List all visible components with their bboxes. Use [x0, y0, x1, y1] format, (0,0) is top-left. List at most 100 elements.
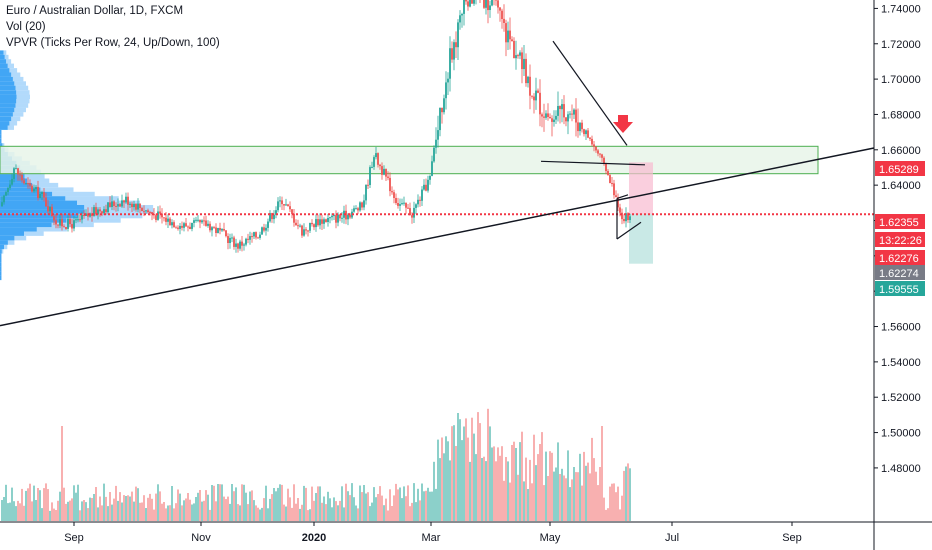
volume-bar	[253, 500, 255, 521]
candle-body	[115, 206, 117, 207]
candle-body	[107, 202, 109, 213]
price-label: 1.62274	[879, 268, 919, 280]
volume-bar	[555, 467, 557, 521]
candle-body	[589, 137, 591, 139]
volume-bar	[107, 506, 109, 521]
candle-body	[401, 203, 403, 205]
vpvr-bar	[0, 94, 17, 99]
volume-bar	[115, 485, 117, 521]
volume-bar	[595, 471, 597, 521]
indicator-vpvr[interactable]: VPVR (Ticks Per Row, 24, Up/Down, 100)	[6, 37, 220, 49]
vpvr-bar	[0, 63, 8, 68]
candle-body	[137, 203, 139, 210]
volume-bar	[193, 503, 195, 521]
vpvr-bar	[24, 231, 44, 236]
volume-bar	[353, 497, 355, 521]
candle-body	[69, 218, 71, 225]
price-label: 1.65289	[879, 164, 919, 176]
indicator-volume[interactable]: Vol (20)	[6, 21, 46, 33]
candle-body	[217, 228, 219, 233]
vpvr-bar	[0, 271, 2, 276]
vpvr-bar	[36, 227, 67, 232]
candle-body	[451, 48, 453, 60]
candle-body	[565, 117, 567, 122]
volume-bar	[73, 485, 75, 521]
volume-bar	[15, 506, 17, 521]
price-label: 1.62355	[879, 217, 919, 229]
vpvr-bar	[1, 271, 2, 276]
volume-bar	[333, 497, 335, 521]
volume-bar	[433, 461, 435, 521]
candle-body	[619, 207, 621, 213]
volume-bar	[527, 489, 529, 521]
vpvr-bar	[16, 90, 30, 95]
candle-body	[211, 227, 213, 231]
candle-body	[157, 211, 159, 220]
volume-bar	[379, 486, 381, 521]
volume-bar	[189, 499, 191, 521]
candle-body	[49, 206, 51, 212]
volume-bar	[131, 491, 133, 521]
candle-body	[29, 183, 31, 186]
candle-body	[435, 139, 437, 148]
candle-body	[349, 214, 351, 218]
candle-body	[365, 184, 367, 201]
candle-body	[125, 196, 127, 203]
volume-bar	[517, 474, 519, 521]
volume-bar	[605, 509, 607, 521]
volume-bar	[269, 498, 271, 521]
volume-bar	[493, 446, 495, 521]
vpvr-bar	[14, 236, 27, 241]
candle-body	[79, 219, 81, 221]
volume-bar	[201, 501, 203, 521]
volume-bar	[371, 502, 373, 521]
volume-bar	[283, 504, 285, 521]
price-label: 1.62276	[879, 253, 919, 265]
time-axis[interactable]: Sep Nov 2020 Mar May Jul Sep	[0, 521, 932, 544]
candle-body	[73, 220, 75, 229]
vpvr-bar	[12, 112, 24, 117]
volume-bar	[173, 508, 175, 521]
volume-bar	[123, 495, 125, 521]
chart-title: Euro / Australian Dollar, 1D, FXCM	[6, 5, 184, 17]
candle-body	[223, 229, 225, 231]
vpvr-bar	[0, 129, 2, 135]
volume-bar	[417, 488, 419, 521]
volume-bar	[327, 491, 329, 521]
candle-body	[287, 204, 289, 207]
volume-bar	[389, 489, 391, 521]
volume-bar	[263, 498, 265, 521]
price-label: 1.59555	[879, 284, 919, 296]
volume-bar	[573, 467, 575, 521]
volume-bar	[11, 487, 13, 521]
volume-bar	[271, 494, 273, 521]
volume-bar	[411, 502, 413, 521]
volume-bar	[261, 507, 263, 521]
candle-body	[95, 207, 97, 215]
volume-bar	[319, 486, 321, 521]
volume-bar	[577, 472, 579, 521]
volume-bar	[557, 442, 559, 521]
candle-body	[471, 0, 473, 4]
candle-body	[21, 174, 23, 181]
volume-bar	[413, 483, 415, 521]
candle-body	[233, 237, 235, 247]
candle-body	[609, 175, 611, 183]
volume-bar	[505, 457, 507, 521]
candle-body	[417, 199, 419, 205]
vpvr-bar	[14, 81, 26, 86]
volume-bar	[629, 468, 631, 521]
vpvr-bar	[0, 209, 85, 214]
candle-body	[591, 138, 593, 145]
candle-body	[329, 217, 331, 219]
vpvr-bar	[0, 99, 17, 104]
y-tick-label: 1.54000	[881, 357, 921, 369]
volume-bar	[331, 507, 333, 521]
volume-bar	[225, 499, 227, 521]
volume-bar	[391, 506, 393, 521]
volume-bar	[149, 493, 151, 521]
y-tick-label: 1.52000	[881, 392, 921, 404]
volume-bar	[513, 441, 515, 521]
volume-bar	[619, 509, 621, 521]
